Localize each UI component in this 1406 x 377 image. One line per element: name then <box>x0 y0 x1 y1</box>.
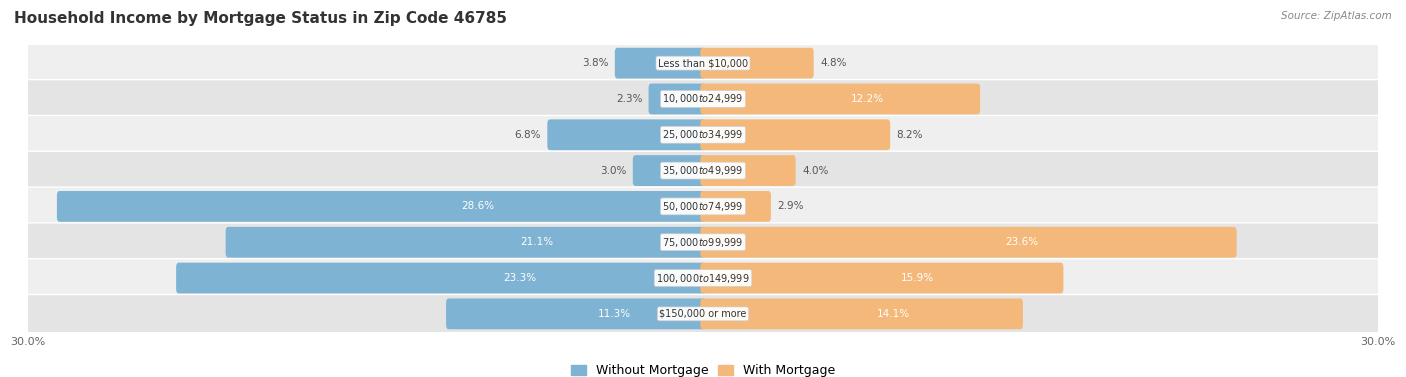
Text: 3.8%: 3.8% <box>582 58 609 68</box>
FancyBboxPatch shape <box>700 155 796 186</box>
Text: $75,000 to $99,999: $75,000 to $99,999 <box>662 236 744 249</box>
Text: $10,000 to $24,999: $10,000 to $24,999 <box>662 92 744 106</box>
Text: $35,000 to $49,999: $35,000 to $49,999 <box>662 164 744 177</box>
FancyBboxPatch shape <box>547 120 706 150</box>
FancyBboxPatch shape <box>225 227 706 257</box>
Text: 14.1%: 14.1% <box>877 309 910 319</box>
Text: 23.3%: 23.3% <box>503 273 536 283</box>
Text: 2.3%: 2.3% <box>616 94 643 104</box>
Text: 4.8%: 4.8% <box>820 58 846 68</box>
Text: $50,000 to $74,999: $50,000 to $74,999 <box>662 200 744 213</box>
FancyBboxPatch shape <box>25 223 1381 262</box>
Text: 11.3%: 11.3% <box>598 309 630 319</box>
FancyBboxPatch shape <box>25 80 1381 118</box>
Text: $150,000 or more: $150,000 or more <box>659 309 747 319</box>
FancyBboxPatch shape <box>700 84 980 114</box>
Text: 28.6%: 28.6% <box>461 201 495 211</box>
FancyBboxPatch shape <box>648 84 706 114</box>
Text: 15.9%: 15.9% <box>901 273 934 283</box>
FancyBboxPatch shape <box>700 299 1024 329</box>
FancyBboxPatch shape <box>25 259 1381 297</box>
Text: Household Income by Mortgage Status in Zip Code 46785: Household Income by Mortgage Status in Z… <box>14 11 508 26</box>
Text: Source: ZipAtlas.com: Source: ZipAtlas.com <box>1281 11 1392 21</box>
FancyBboxPatch shape <box>700 48 814 78</box>
Text: 3.0%: 3.0% <box>600 166 627 176</box>
FancyBboxPatch shape <box>25 187 1381 226</box>
Text: Less than $10,000: Less than $10,000 <box>658 58 748 68</box>
Legend: Without Mortgage, With Mortgage: Without Mortgage, With Mortgage <box>571 364 835 377</box>
FancyBboxPatch shape <box>25 294 1381 333</box>
FancyBboxPatch shape <box>700 191 770 222</box>
FancyBboxPatch shape <box>25 44 1381 83</box>
FancyBboxPatch shape <box>614 48 706 78</box>
Text: 4.0%: 4.0% <box>801 166 828 176</box>
FancyBboxPatch shape <box>700 227 1237 257</box>
FancyBboxPatch shape <box>25 151 1381 190</box>
FancyBboxPatch shape <box>25 115 1381 154</box>
FancyBboxPatch shape <box>446 299 706 329</box>
Text: 21.1%: 21.1% <box>520 237 554 247</box>
FancyBboxPatch shape <box>176 263 706 293</box>
Text: 6.8%: 6.8% <box>515 130 541 140</box>
Text: $25,000 to $34,999: $25,000 to $34,999 <box>662 128 744 141</box>
Text: $100,000 to $149,999: $100,000 to $149,999 <box>657 271 749 285</box>
FancyBboxPatch shape <box>633 155 706 186</box>
Text: 23.6%: 23.6% <box>1005 237 1038 247</box>
FancyBboxPatch shape <box>700 120 890 150</box>
FancyBboxPatch shape <box>700 263 1063 293</box>
FancyBboxPatch shape <box>56 191 706 222</box>
Text: 12.2%: 12.2% <box>851 94 884 104</box>
Text: 2.9%: 2.9% <box>778 201 804 211</box>
Text: 8.2%: 8.2% <box>897 130 922 140</box>
